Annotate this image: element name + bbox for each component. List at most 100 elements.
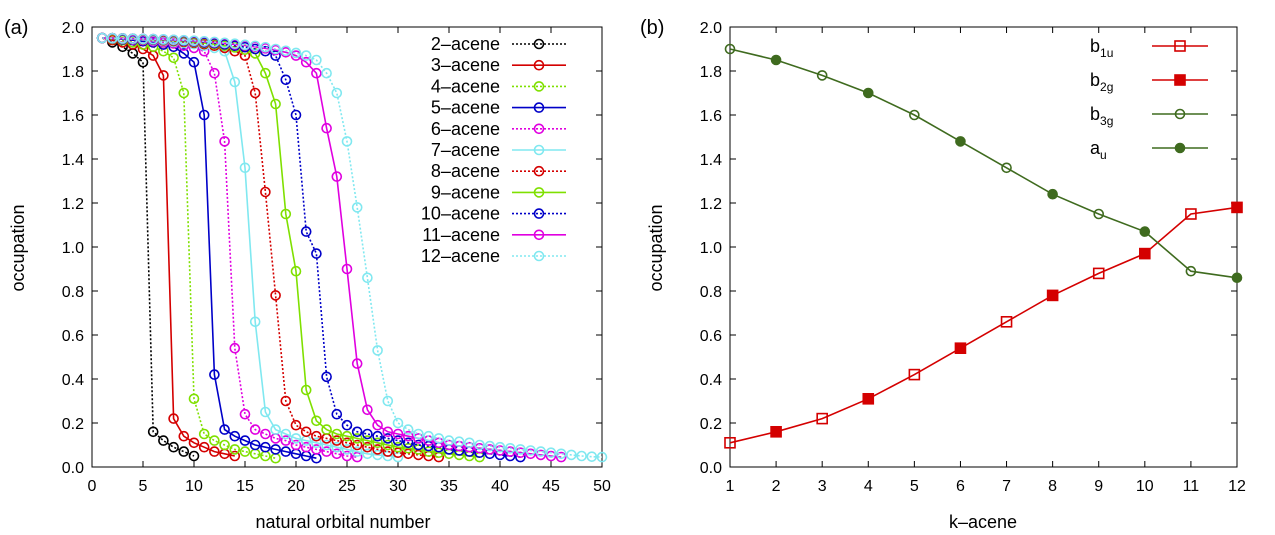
panel-a-data-point <box>392 441 404 453</box>
panel-a-data-point <box>270 433 281 444</box>
panel-b-data-point <box>1093 208 1105 220</box>
panel-a-legend-label: 7–acene <box>431 140 500 160</box>
panel-b-data-point <box>1185 208 1197 220</box>
panel-a-x-tick-label: 40 <box>491 478 509 495</box>
panel-a-data-point <box>270 290 281 301</box>
panel-a-data-point <box>178 87 190 99</box>
panel-a-data-point <box>362 428 373 440</box>
panel-a-data-point <box>423 430 434 442</box>
panel-a-data-point <box>168 34 179 46</box>
panel-a-legend-marker <box>533 165 545 177</box>
panel-a-data-point <box>178 48 190 59</box>
panel-a-data-point <box>351 446 363 457</box>
panel-a-data-point <box>372 430 383 442</box>
panel-a-data-point <box>198 109 210 121</box>
panel-a-data-point <box>413 444 424 455</box>
panel-a-x-tick-label: 50 <box>593 478 611 495</box>
panel-b-data-point <box>862 392 875 405</box>
panel-a-data-point <box>596 451 608 463</box>
panel-a-data-point <box>311 54 322 66</box>
panel-a-data-point <box>270 98 281 110</box>
panel-b-y-tick-label: 1.0 <box>700 240 722 257</box>
panel-a-data-point <box>351 358 363 369</box>
panel-a-plot: 0.0 0.2 0.4 0.6 0.8 1.0 1.2 1.4 1.6 1.8 2.0 0 5 10 15 2… <box>62 20 611 495</box>
panel-b-data-point <box>1231 272 1243 284</box>
panel-a-data-point <box>290 265 302 277</box>
panel-a-data-point <box>433 433 445 444</box>
panel-a-data-point <box>290 47 302 59</box>
panel-b-data-point <box>909 109 920 121</box>
panel-b-x-tick-label: 6 <box>956 478 965 495</box>
panel-b-data-point <box>816 412 828 425</box>
panel-a-data-point <box>453 436 465 448</box>
panel-a-data-point <box>239 435 251 446</box>
panel-a-series <box>96 32 363 463</box>
panel-a-data-point <box>413 439 424 451</box>
panel-a-data-point <box>392 428 404 440</box>
panel-a-data-point <box>249 87 261 99</box>
panel-a-data-point <box>270 50 281 61</box>
panel-a-data-point <box>229 450 241 462</box>
panel-a-data-point <box>494 441 506 453</box>
panel-a-data-point <box>137 33 149 45</box>
panel-b-x-tick-label: 11 <box>1183 478 1200 495</box>
panel-a-data-point <box>168 52 179 64</box>
panel-a-data-point <box>372 437 383 449</box>
panel-b-x-tick-label: 7 <box>1002 478 1011 495</box>
panel-a-data-point <box>127 33 139 44</box>
panel-a-data-point <box>392 417 404 429</box>
panel-a-data-point <box>515 447 526 459</box>
panel-a-data-point <box>209 435 220 446</box>
panel-a-legend-label: 8–acene <box>431 161 500 181</box>
panel-a-data-point <box>249 439 261 451</box>
panel-b-legend-marker <box>1174 108 1186 120</box>
panel-a-data-point <box>107 32 118 44</box>
panel-a-data-point <box>382 439 394 451</box>
panel-a-data-point <box>209 36 220 48</box>
panel-a-data-point <box>474 442 485 454</box>
panel-a-data-point <box>402 424 414 435</box>
panel-a-data-point <box>239 446 251 457</box>
panel-a-data-point <box>280 395 292 407</box>
panel-b-y-tick-label: 0.0 <box>700 460 722 477</box>
panel-b-series-line <box>729 48 1238 279</box>
panel-a-x-tick-label: 35 <box>440 478 458 495</box>
panel-a-data-point <box>525 448 536 460</box>
panel-a-data-point <box>372 419 383 431</box>
panel-a-data-point <box>341 263 353 275</box>
panel-a-data-point <box>260 41 271 53</box>
panel-b-series <box>724 208 1197 449</box>
panel-a-legend-label: 11–acene <box>422 225 500 245</box>
panel-a-x-tick-label: 10 <box>185 478 203 495</box>
panel-b-label: (b) <box>640 17 664 39</box>
panel-a-data-point <box>484 440 496 452</box>
panel-a-series <box>96 32 281 464</box>
panel-b-data-point <box>1001 162 1012 174</box>
panel-a-data-point <box>321 424 332 435</box>
panel-a-series <box>96 32 404 463</box>
panel-a-data-point <box>362 272 373 284</box>
panel-b-data-point <box>816 70 828 81</box>
panel-a-data-point <box>331 87 343 99</box>
panel-b-legend-marker <box>1174 40 1186 52</box>
panel-b-x-tick-label: 12 <box>1228 478 1246 495</box>
panel-b-plot-frame <box>729 26 1238 468</box>
panel-b-data-point <box>1046 289 1059 302</box>
panel-a-data-point <box>311 444 322 455</box>
panel-a-series-line <box>101 37 195 457</box>
panel-a-legend-label: 4–acene <box>431 76 500 96</box>
panel-a-legend-label: 10–acene <box>421 204 500 224</box>
panel-a-data-point <box>209 369 220 380</box>
panel-a-data-point <box>341 419 353 431</box>
panel-a-data-point <box>158 34 169 45</box>
panel-b-legend-label: au <box>1090 138 1107 162</box>
panel-b-x-tick-label: 10 <box>1136 478 1154 495</box>
panel-b-legend-name: b <box>1090 70 1100 90</box>
panel-a-data-point <box>494 445 506 456</box>
panel-a-data-point <box>372 449 383 461</box>
panel-a-legend-marker <box>533 59 545 71</box>
panel-b-legend-name: a <box>1090 138 1101 158</box>
panel-a-data-point <box>219 424 230 435</box>
panel-a-data-point <box>433 437 445 449</box>
panel-b-legend-marker <box>1174 142 1186 154</box>
